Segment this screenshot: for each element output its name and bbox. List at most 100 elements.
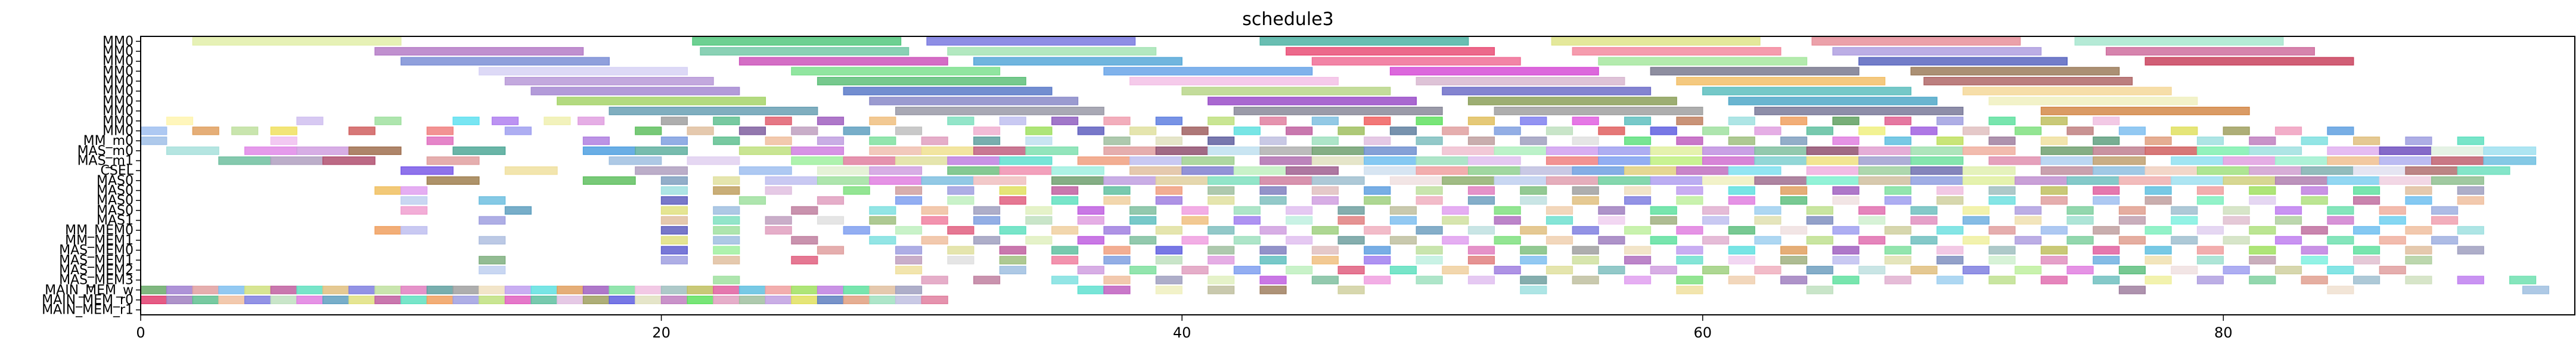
gantt-bar	[192, 37, 402, 46]
gantt-bar	[1311, 226, 1339, 235]
gantt-bar	[401, 57, 610, 66]
gantt-bar	[2093, 166, 2146, 175]
gantt-bar	[1389, 206, 1417, 215]
gantt-bar	[2171, 216, 2198, 225]
gantt-bar	[1936, 256, 1964, 265]
gantt-bar	[660, 206, 688, 215]
y-tick-label: MAS0	[97, 193, 134, 208]
gantt-bar	[166, 286, 194, 295]
gantt-bar	[1494, 265, 1521, 275]
gantt-bar	[2040, 166, 2094, 175]
gantt-bar	[2093, 275, 2120, 284]
gantt-bar	[713, 176, 740, 185]
gantt-bar	[713, 186, 740, 195]
gantt-bar	[218, 286, 246, 295]
gantt-bar	[1155, 275, 1183, 284]
gantt-bar	[1572, 47, 1782, 56]
gantt-bar	[322, 295, 350, 305]
gantt-bar	[374, 116, 402, 125]
gantt-bar	[2405, 226, 2432, 235]
gantt-bar	[1208, 256, 1235, 265]
gantt-bar	[1051, 176, 1104, 185]
gantt-bar	[1208, 176, 1261, 185]
gantt-bar	[1311, 137, 1339, 145]
gantt-bar	[401, 286, 428, 295]
gantt-bar	[1129, 265, 1157, 275]
gantt-bar	[660, 236, 688, 245]
gantt-bar	[869, 286, 896, 295]
gantt-bar	[2040, 186, 2068, 195]
gantt-bar	[2249, 186, 2276, 195]
gantt-bar	[1754, 126, 1782, 135]
y-tick-label: MM0	[103, 54, 134, 69]
gantt-bar	[973, 57, 1183, 66]
gantt-bar	[869, 166, 923, 175]
gantt-bar	[2301, 196, 2328, 205]
gantt-bar	[1442, 176, 1495, 185]
gantt-bar	[1624, 166, 1677, 175]
gantt-bar	[348, 286, 375, 295]
gantt-bar	[1181, 206, 1209, 215]
gantt-bar	[713, 236, 740, 245]
gantt-bar	[1884, 246, 1911, 255]
gantt-bar	[895, 256, 923, 265]
bars-layer	[140, 37, 2550, 305]
gantt-bar	[2040, 226, 2068, 235]
gantt-bar	[713, 256, 740, 265]
gantt-bar	[1520, 246, 1547, 255]
gantt-bar	[1233, 206, 1261, 215]
gantt-bar	[2040, 246, 2068, 255]
gantt-bar	[660, 246, 688, 255]
gantt-bar	[1389, 176, 1443, 185]
gantt-bar	[426, 286, 454, 295]
gantt-bar	[791, 256, 818, 265]
gantt-bar	[1806, 176, 1860, 185]
gantt-bar	[1416, 116, 1443, 125]
gantt-bar	[817, 166, 870, 175]
gantt-bar	[2196, 146, 2250, 155]
gantt-bar	[869, 146, 923, 155]
gantt-bar	[2379, 146, 2432, 155]
gantt-bar	[426, 176, 480, 185]
gantt-bar	[1286, 265, 1313, 275]
gantt-bar	[1442, 216, 1469, 225]
gantt-bar	[1702, 206, 1730, 215]
gantt-bar	[1181, 86, 1391, 95]
gantt-bar	[1572, 256, 1599, 265]
gantt-bar	[1754, 216, 1782, 225]
gantt-bar	[1624, 116, 1652, 125]
gantt-bar	[2379, 216, 2406, 225]
gantt-bar	[1702, 126, 1730, 135]
gantt-bar	[2379, 236, 2406, 245]
y-tick-label: MAS0	[97, 174, 134, 188]
gantt-bar	[1650, 156, 1703, 165]
gantt-bar	[1520, 116, 1547, 125]
gantt-bar	[2144, 226, 2172, 235]
gantt-bar	[1364, 275, 1391, 284]
y-axis: MM0MM0MM0MM0MM0MM0MM0MM0MM0MM0MM_m0MAS_m…	[42, 34, 141, 318]
gantt-bar	[1364, 166, 1417, 175]
gantt-bar	[270, 156, 324, 165]
gantt-bar	[2352, 256, 2381, 265]
gantt-bar	[1676, 137, 1703, 145]
gantt-bar	[738, 126, 766, 135]
gantt-bar	[2066, 236, 2094, 245]
gantt-bar	[1832, 256, 1860, 265]
x-tick-label: 60	[1693, 324, 1712, 341]
gantt-bar	[895, 265, 923, 275]
gantt-bar	[1259, 196, 1287, 205]
gantt-bar	[999, 265, 1026, 275]
gantt-bar	[1467, 275, 1495, 284]
gantt-bar	[166, 295, 194, 305]
gantt-bar	[1103, 256, 1131, 265]
gantt-bar	[1208, 286, 1235, 295]
gantt-bar	[544, 116, 571, 125]
gantt-bar	[1650, 265, 1677, 275]
gantt-bar	[1520, 226, 1547, 235]
y-tick-label: MM_MEM1	[65, 233, 134, 248]
gantt-bar	[1780, 246, 1808, 255]
gantt-bar	[1051, 196, 1079, 205]
gantt-bar	[1988, 116, 2016, 125]
gantt-bar	[2093, 226, 2120, 235]
gantt-bar	[791, 236, 818, 245]
